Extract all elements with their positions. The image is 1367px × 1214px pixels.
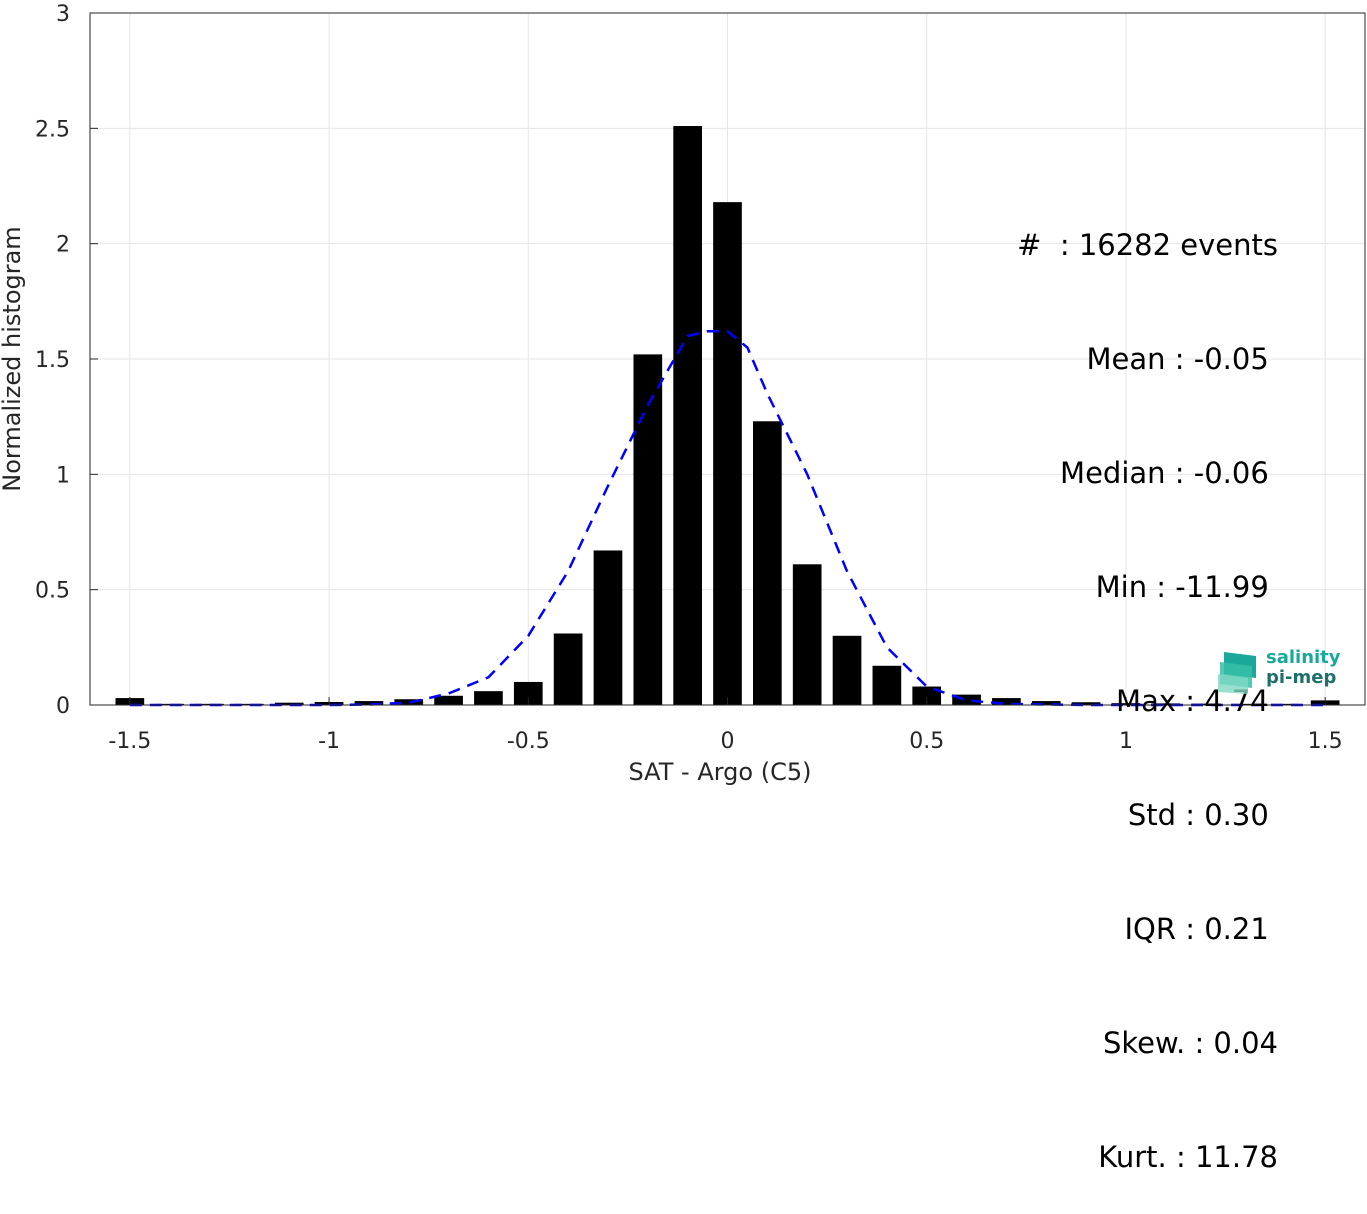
y-tick-label: 1	[56, 463, 70, 488]
histogram-bar	[872, 665, 902, 705]
stat-max: Max : 4.74	[1116, 684, 1278, 718]
histogram-bar	[1191, 703, 1220, 705]
logo-line1: salinity	[1266, 647, 1341, 668]
fit-curve	[129, 330, 1326, 707]
x-tick-label: -1.5	[108, 729, 151, 754]
stat-mean: Mean : -0.05	[1086, 342, 1278, 376]
x-tick-label: 0	[721, 729, 735, 754]
histogram-bar	[832, 635, 862, 705]
histogram-bar	[1031, 701, 1061, 705]
logo-line2: pi-mep	[1266, 667, 1337, 688]
stat-std: Std : 0.30	[1127, 798, 1278, 832]
stat-median: Median : -0.06	[1060, 456, 1278, 490]
histogram-bar	[713, 202, 742, 705]
histogram-bar	[235, 703, 264, 705]
x-tick-label: 1.5	[1308, 729, 1343, 754]
histogram-bar	[992, 698, 1021, 705]
x-ticks: -1.5 -1 -0.5 0 0.5 1 1.5	[108, 697, 1343, 754]
stat-events: # : 16282 events	[1017, 228, 1278, 262]
y-tick-label: 2	[56, 233, 70, 258]
x-axis-label: SAT - Argo (C5)	[629, 758, 812, 786]
histogram-bar	[394, 699, 424, 705]
y-tick-label: 0.5	[35, 579, 70, 604]
x-tick-label: 0.5	[909, 729, 944, 754]
x-tick-label: -0.5	[507, 729, 550, 754]
histogram-bar	[593, 550, 623, 705]
stat-iqr: IQR : 0.21	[1124, 912, 1278, 946]
histogram-bar	[1231, 703, 1260, 705]
stat-kurt: Kurt. : 11.78	[1098, 1140, 1278, 1174]
histogram-bar	[513, 681, 543, 705]
y-tick-label: 1.5	[35, 348, 70, 373]
histogram-bar	[274, 702, 304, 705]
histogram-bar	[553, 633, 583, 705]
histogram-bar	[673, 126, 702, 705]
histogram-bar	[195, 703, 224, 705]
histogram-bar	[474, 691, 503, 705]
y-tick-label: 0	[56, 694, 70, 719]
histogram-bar	[155, 703, 185, 705]
histogram-bar	[1270, 703, 1300, 705]
x-tick-label: -1	[318, 729, 340, 754]
y-ticks: 0 0.5 1 1.5 2 2.5 3	[35, 2, 98, 719]
y-axis-label: Normalized histogram	[0, 226, 26, 491]
histogram-chart: -1.5 -1 -0.5 0 0.5 1 1.5 0 0.5 1 1.5 2 2.5 3 SAT - A…	[0, 2, 1366, 786]
x-tick-label: 1	[1119, 729, 1133, 754]
y-tick-label: 2.5	[35, 117, 70, 142]
y-tick-label: 3	[56, 2, 70, 27]
histogram-bar	[434, 695, 463, 705]
bars	[115, 126, 1340, 705]
histogram-bar	[753, 421, 782, 705]
histogram-bar	[354, 701, 384, 705]
histogram-bar	[1151, 703, 1181, 705]
histogram-bar	[952, 694, 981, 705]
logo-icon	[1218, 652, 1256, 694]
logo-text: salinity pi-mep	[1266, 648, 1341, 688]
histogram-bar	[633, 354, 663, 705]
stat-skew: Skew. : 0.04	[1102, 1026, 1278, 1060]
histogram-bar	[1071, 702, 1101, 705]
stat-min: Min : -11.99	[1095, 570, 1278, 604]
salinity-pimep-logo: salinity pi-mep	[1216, 646, 1346, 696]
histogram-bar	[912, 686, 942, 705]
histogram-bar	[792, 564, 822, 705]
